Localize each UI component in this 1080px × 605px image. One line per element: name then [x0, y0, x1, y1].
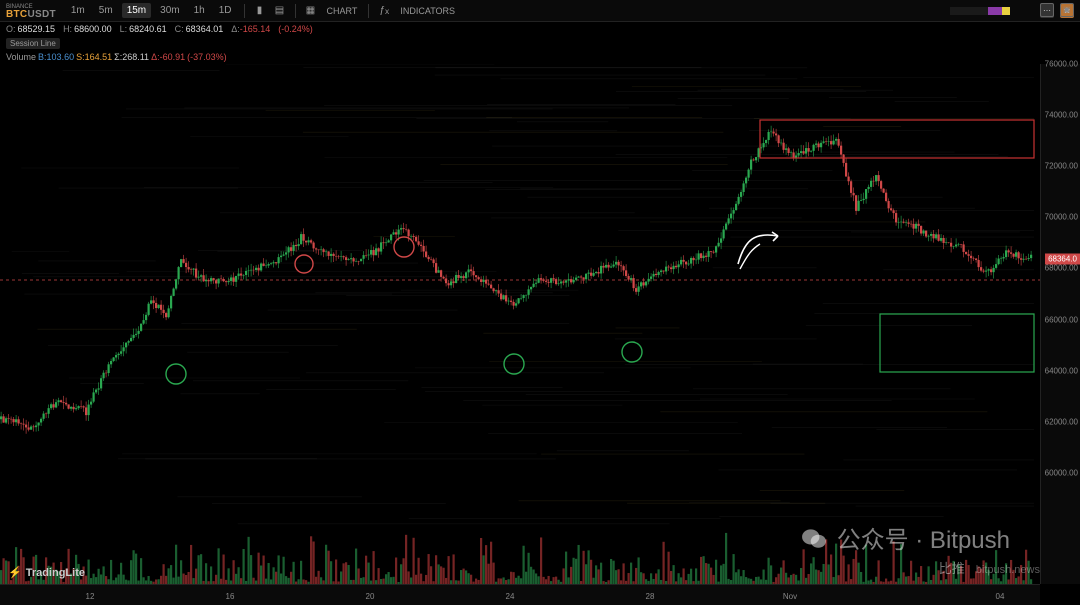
fullscreen-icon[interactable]: [1040, 3, 1054, 17]
y-axis[interactable]: 76000.0074000.0072000.0070000.0068000.00…: [1040, 64, 1080, 584]
separator: [244, 4, 245, 18]
tf-1m[interactable]: 1m: [66, 3, 90, 18]
session-line-tag[interactable]: Session Line: [6, 38, 60, 49]
pair-label: BTCUSDT: [6, 11, 56, 19]
symbol-selector[interactable]: BINANCE BTCUSDT: [6, 3, 56, 19]
brand-watermark: ⚡ TradingLite: [8, 566, 85, 579]
tf-5m[interactable]: 5m: [94, 3, 118, 18]
ohlc-pct: (-0.24%): [278, 24, 313, 34]
indicators-label-btn[interactable]: INDICATORS: [396, 6, 459, 16]
price-chart[interactable]: [0, 64, 1040, 584]
indicators-icon[interactable]: ƒx: [376, 3, 392, 19]
ohlc-readout: O:68529.15 H:68600.00 L:68240.61 C:68364…: [0, 22, 1080, 36]
x-axis[interactable]: 1216202428Nov04: [0, 584, 1040, 605]
tf-1d[interactable]: 1D: [214, 3, 237, 18]
toolbar: BINANCE BTCUSDT 1m 5m 15m 30m 1h 1D ▮ ▤ …: [0, 0, 1080, 22]
volume-label: Volume: [6, 52, 36, 62]
window-controls: ▣: [1040, 3, 1074, 17]
camera-icon[interactable]: ▣: [1060, 3, 1074, 17]
chart-label-btn[interactable]: CHART: [323, 6, 362, 16]
tf-15m[interactable]: 15m: [122, 3, 151, 18]
chart-icon[interactable]: ▦: [303, 3, 319, 19]
progress-indicator: [950, 7, 1010, 15]
separator: [368, 4, 369, 18]
layout-icon[interactable]: ▤: [272, 3, 288, 19]
candle-style-icon[interactable]: ▮: [252, 3, 268, 19]
tf-30m[interactable]: 30m: [155, 3, 184, 18]
separator: [295, 4, 296, 18]
session-row: Session Line: [0, 36, 1080, 50]
volume-pct: (-37.03%): [187, 52, 227, 62]
brand-icon: ⚡: [8, 566, 22, 579]
volume-row: Volume B:103.60 S:164.51 Σ:268.11 Δ:-60.…: [0, 50, 1080, 64]
tf-1h[interactable]: 1h: [189, 3, 210, 18]
chart-canvas: [0, 64, 1040, 584]
